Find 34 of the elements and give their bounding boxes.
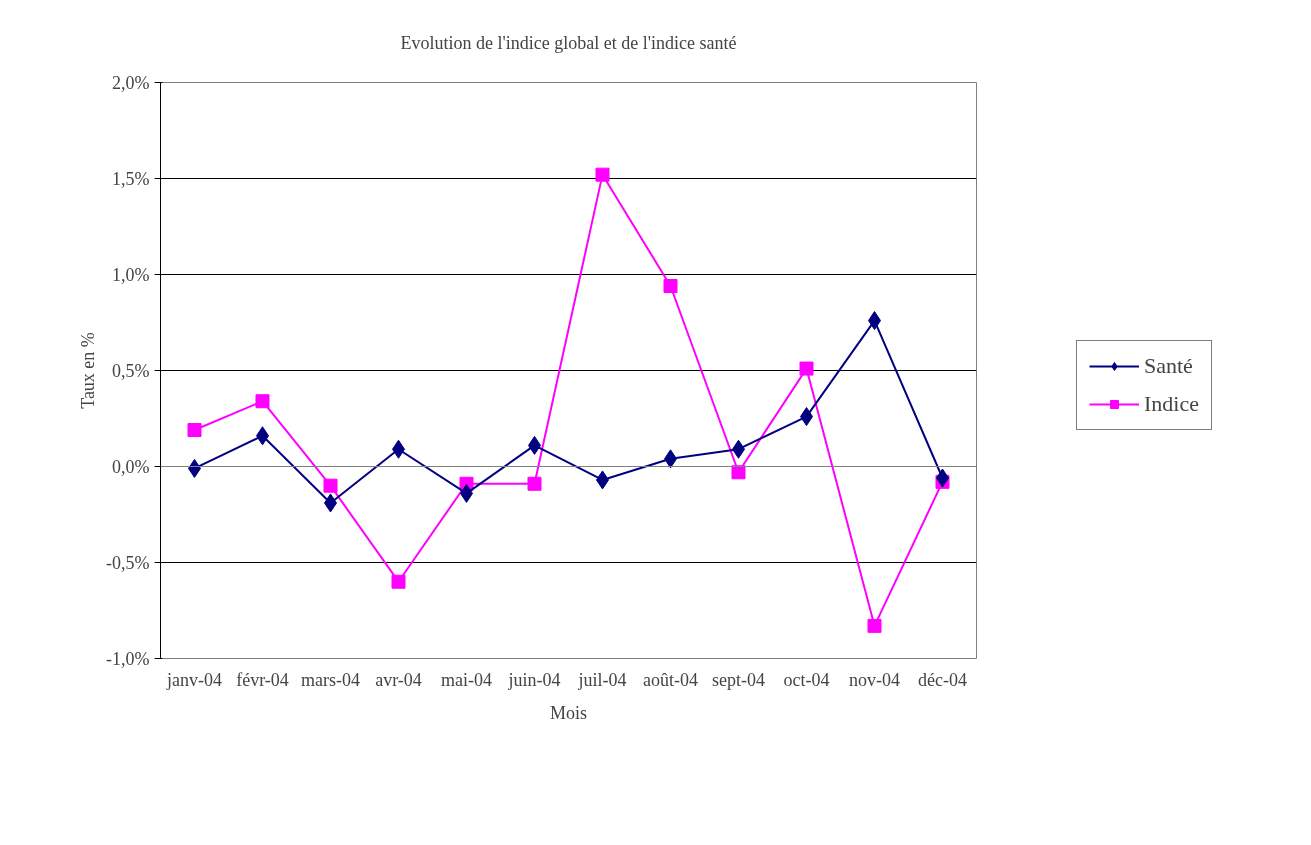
point [799,361,814,376]
point [663,279,678,294]
x-tick-label: mars-04 [301,669,360,690]
y-tick-label: -1,0% [106,648,150,669]
point [323,478,338,493]
x-tick-label: oct-04 [783,669,830,690]
y-tick-label: 0,0% [112,456,150,477]
x-tick-label: janv-04 [166,669,222,690]
legend-label: Indice [1144,391,1199,417]
y-axis-title: Taux en % [78,332,99,409]
point [391,574,406,589]
y-tick-label: 0,5% [112,360,150,381]
x-tick-label: nov-04 [849,669,900,690]
x-tick-label: août-04 [643,669,698,690]
point [187,423,202,438]
x-tick-label: juin-04 [507,669,561,690]
point [731,465,746,480]
point [527,476,542,491]
x-tick-label: févr-04 [236,669,289,690]
x-tick-label: juil-04 [577,669,627,690]
legend-label: Santé [1144,353,1193,379]
x-tick-label: avr-04 [375,669,422,690]
y-tick-label: -0,5% [106,552,150,573]
x-axis-title: Mois [549,702,588,723]
point [255,394,270,409]
x-tick-label: déc-04 [918,669,967,690]
x-tick-label: sept-04 [712,669,766,690]
x-tick-label: mai-04 [441,669,493,690]
y-tick-label: 1,0% [112,264,150,285]
chart-title: Evolution de l'indice global et de l'indice santé [400,32,737,53]
y-tick-label: 1,5% [112,168,150,189]
point [595,167,610,182]
point [867,618,882,633]
y-tick-label: 2,0% [112,72,150,93]
